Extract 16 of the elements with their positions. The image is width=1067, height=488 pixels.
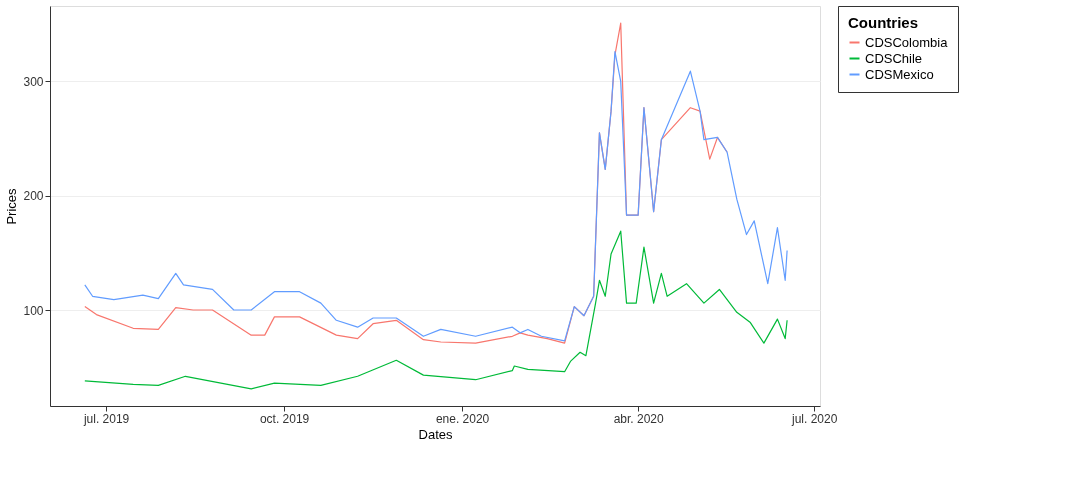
legend-label: CDSColombia bbox=[865, 34, 949, 50]
y-tick-label: 100 bbox=[23, 303, 44, 318]
x-tick-label: ene. 2020 bbox=[435, 411, 490, 426]
y-axis-title: Prices bbox=[4, 187, 20, 225]
line-series bbox=[84, 51, 788, 342]
x-tick-label: oct. 2019 bbox=[259, 411, 310, 426]
x-tick-label: jul. 2019 bbox=[82, 411, 130, 426]
y-tick-label: 200 bbox=[23, 189, 44, 204]
legend-label: CDSMexico bbox=[865, 66, 934, 82]
legend-label: CDSChile bbox=[865, 50, 923, 66]
x-tick-label: abr. 2020 bbox=[613, 411, 664, 426]
legend-title: Countries bbox=[848, 14, 919, 31]
line-series bbox=[84, 230, 788, 390]
x-axis-title: Dates bbox=[418, 426, 453, 442]
y-tick-label: 300 bbox=[23, 74, 44, 89]
x-tick-label: jul. 2020 bbox=[791, 411, 838, 426]
